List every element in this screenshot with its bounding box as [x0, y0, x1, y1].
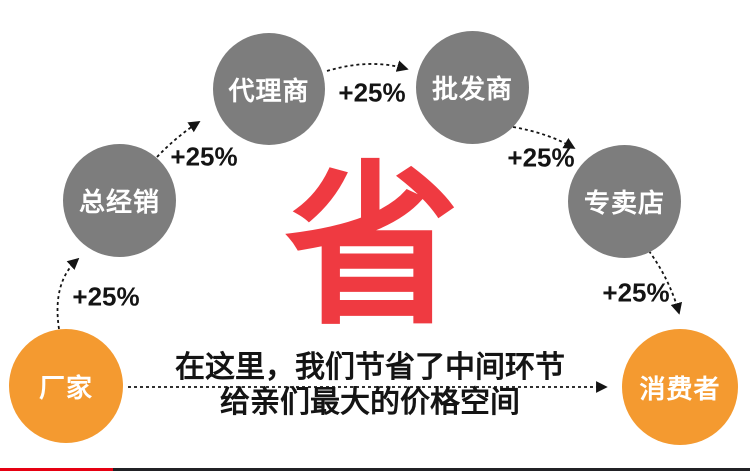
arrow-agent-to-wholesaler-icon	[326, 60, 409, 72]
caption-line-2: 给亲们最大的价格空间	[220, 386, 520, 419]
caption-line-1: 在这里，我们节省了中间环节	[175, 351, 565, 384]
markup-label-specialty-consumer: +25%	[602, 277, 670, 308]
markup-label-distributor-agent: +25%	[170, 141, 238, 172]
node-specialty-store-label: 专卖店	[583, 188, 665, 218]
footer-bar-dark-segment	[113, 468, 750, 471]
node-general-distributor-label: 总经销	[78, 187, 160, 217]
markup-label-agent-wholesaler: +25%	[338, 77, 406, 108]
node-consumer: 消费者	[622, 329, 738, 445]
node-general-distributor: 总经销	[63, 144, 176, 257]
node-specialty-store: 专卖店	[568, 145, 681, 258]
node-manufacturer-label: 厂家	[38, 372, 93, 403]
caption: 在这里，我们节省了中间环节 给亲们最大的价格空间	[175, 350, 565, 420]
markup-label-manufacturer-distributor: +25%	[72, 281, 140, 312]
savings-badge: 省	[284, 150, 460, 346]
markup-label-wholesaler-specialty: +25%	[507, 142, 575, 173]
node-wholesaler: 批发商	[416, 31, 529, 144]
node-agent-label: 代理商	[228, 75, 310, 106]
node-wholesaler-label: 批发商	[431, 74, 513, 104]
footer-bar-red-segment	[0, 468, 113, 471]
node-manufacturer: 厂家	[9, 329, 123, 443]
node-agent: 代理商	[213, 33, 325, 145]
footer-bar	[0, 468, 750, 471]
node-consumer-label: 消费者	[639, 373, 721, 404]
